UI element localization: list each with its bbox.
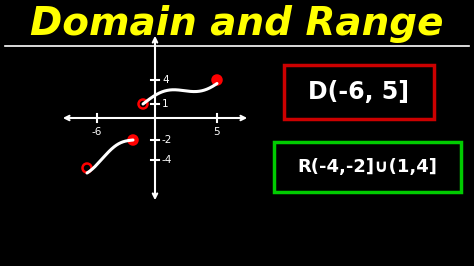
FancyBboxPatch shape — [284, 65, 434, 119]
Text: D(-6, 5]: D(-6, 5] — [309, 80, 410, 104]
Text: 5: 5 — [214, 127, 220, 137]
Circle shape — [128, 135, 137, 144]
Text: -6: -6 — [92, 127, 102, 137]
Text: 4: 4 — [162, 75, 169, 85]
Text: Domain and Range: Domain and Range — [30, 5, 444, 43]
Text: -4: -4 — [162, 155, 173, 165]
FancyBboxPatch shape — [274, 142, 461, 192]
Text: R(-4,-2]∪(1,4]: R(-4,-2]∪(1,4] — [298, 158, 438, 176]
Circle shape — [212, 76, 221, 85]
Text: 1: 1 — [162, 99, 169, 109]
Text: -2: -2 — [162, 135, 173, 145]
